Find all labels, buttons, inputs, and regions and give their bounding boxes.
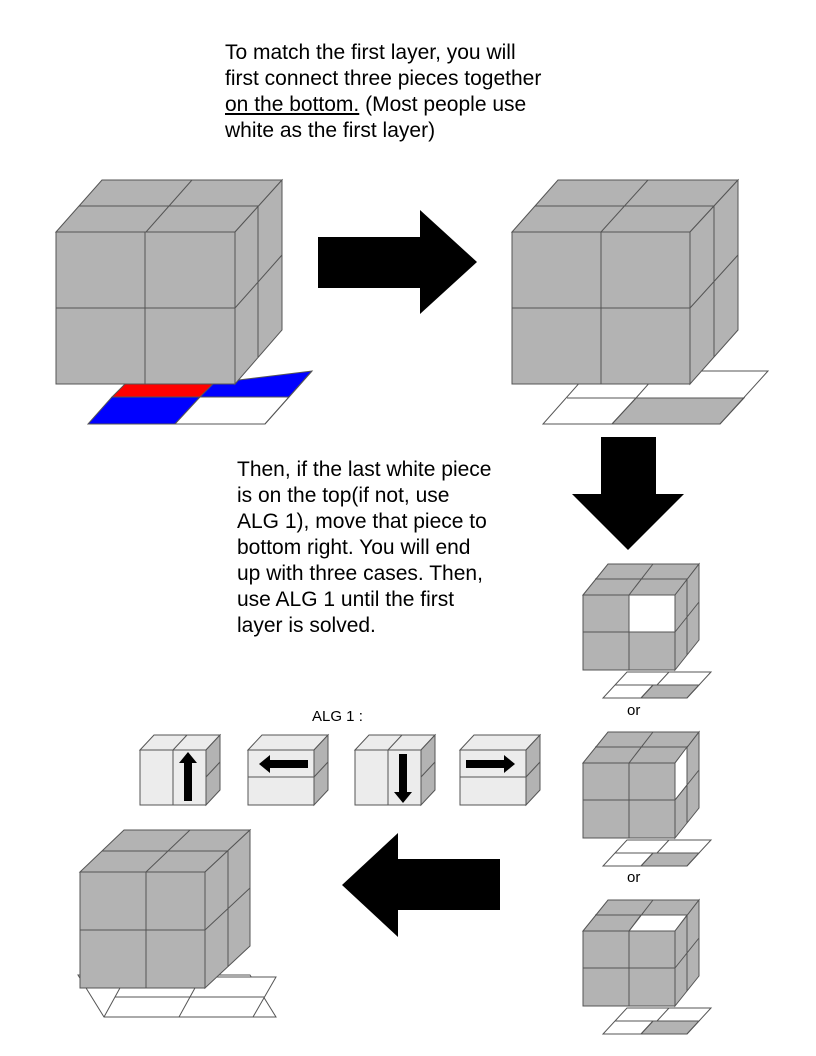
alg-label: ALG 1 :: [312, 708, 363, 725]
cube-start: [54, 178, 314, 425]
bottom-layer-outline: [541, 370, 770, 425]
alg-move-1: [138, 733, 222, 807]
arrow-down-small-icon: [394, 754, 412, 803]
arrow-right-small-icon: [466, 755, 515, 773]
intro-text: To match the first layer, you will first…: [225, 40, 541, 144]
arrow-left-icon: [259, 755, 308, 773]
alg-move-3: [353, 733, 437, 807]
step2-line-7: layer is solved.: [237, 614, 376, 637]
step2-line-5: up with three cases. Then,: [237, 562, 483, 585]
intro-line-4: white as the first layer): [225, 119, 436, 142]
step2-line-2: is on the top(if not, use: [237, 484, 450, 507]
arrow-right-icon: [318, 210, 477, 314]
alg-move-2: [246, 733, 330, 807]
arrow-down-icon: [572, 437, 684, 550]
intro-line-3-rest: (Most people use: [359, 93, 527, 116]
arrow-up-icon: [179, 752, 197, 801]
step2-line-6: use ALG 1 until the first: [237, 588, 455, 611]
or-label-1: or: [627, 702, 641, 719]
step2-line-1: Then, if the last white piece: [237, 458, 492, 481]
bottom-layer-colored: [86, 370, 314, 425]
cube-solved-first-layer: [77, 828, 277, 1018]
case-cube-3: [581, 898, 713, 1035]
step2-line-3: ALG 1), move that piece to: [237, 510, 487, 533]
cube-step-1: [510, 178, 770, 425]
intro-line-2: first connect three pieces together: [225, 67, 542, 90]
intro-underlined: on the bottom.: [225, 93, 360, 116]
case-cube-2: [581, 730, 713, 867]
intro-line-1: To match the first layer, you will: [225, 41, 516, 64]
step2-text: Then, if the last white piece is on the …: [237, 457, 491, 639]
case-cube-1: [581, 562, 713, 699]
alg-move-4: [458, 733, 542, 807]
or-label-2: or: [627, 869, 641, 886]
step2-line-4: bottom right. You will end: [237, 536, 471, 559]
intro-line-3: on the bottom. (Most people use: [225, 92, 541, 118]
arrow-left-big-icon: [342, 833, 500, 937]
